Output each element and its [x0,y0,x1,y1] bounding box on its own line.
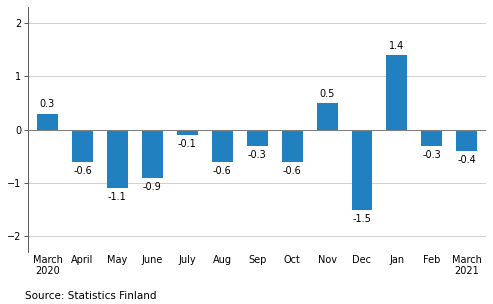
Text: 0.3: 0.3 [40,99,55,109]
Text: Source: Statistics Finland: Source: Statistics Finland [25,291,156,301]
Bar [72,130,93,161]
Bar [422,130,442,146]
Bar [352,130,373,209]
Text: -0.6: -0.6 [282,166,302,176]
Bar [317,103,338,130]
Bar [142,130,163,178]
Text: -1.5: -1.5 [352,214,371,224]
Bar [246,130,268,146]
Bar [387,55,407,130]
Text: -0.3: -0.3 [423,150,441,160]
Text: -0.1: -0.1 [178,139,197,149]
Bar [107,130,128,188]
Text: -1.1: -1.1 [108,192,127,202]
Text: 1.4: 1.4 [389,41,405,51]
Bar [282,130,303,161]
Text: 0.5: 0.5 [319,89,335,98]
Bar [457,130,477,151]
Bar [211,130,233,161]
Text: -0.9: -0.9 [143,182,162,192]
Bar [37,114,58,130]
Text: -0.6: -0.6 [213,166,232,176]
Text: -0.4: -0.4 [458,155,476,165]
Bar [177,130,198,135]
Text: -0.6: -0.6 [73,166,92,176]
Text: -0.3: -0.3 [248,150,267,160]
